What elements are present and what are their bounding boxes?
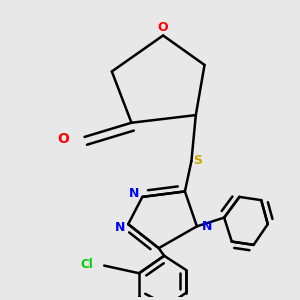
Text: Cl: Cl (80, 258, 93, 271)
Text: N: N (115, 221, 125, 234)
Text: N: N (202, 220, 212, 233)
Text: S: S (194, 154, 202, 167)
Text: N: N (129, 187, 140, 200)
Text: O: O (158, 21, 168, 34)
Text: O: O (57, 132, 69, 146)
